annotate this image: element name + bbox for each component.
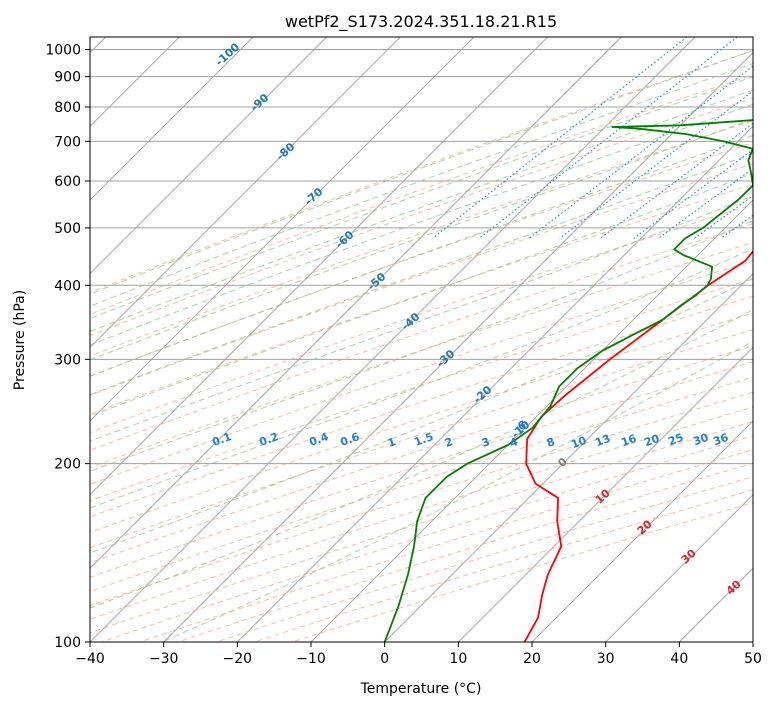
y-tick-label: 900: [54, 70, 81, 86]
isotherm-line: [458, 346, 753, 642]
x-tick-label: −10: [296, 651, 326, 667]
isotherm-line: [163, 52, 753, 642]
mixing-ratio-label: 36: [711, 431, 730, 449]
dry-adiabat-line: [90, 361, 753, 578]
mixing-ratio-label: 1: [386, 435, 398, 450]
isotherm-line: [90, 37, 327, 275]
mixing-ratio-label: 3: [480, 435, 492, 450]
x-tick-label: −20: [223, 651, 253, 667]
y-tick-label: 400: [54, 278, 81, 294]
isotherm-line: [237, 125, 753, 642]
dewpoint-profile-line: [383, 118, 753, 642]
dry-adiabat-line: [90, 391, 753, 607]
dry-adiabat-line: [90, 74, 753, 315]
isotherm-line: [90, 37, 475, 422]
y-tick-label: 200: [54, 457, 81, 473]
x-tick-label: 20: [523, 651, 541, 667]
dry-adiabat-line: [90, 295, 753, 518]
series-layer: [383, 118, 753, 642]
moist-adiabat-line: [90, 248, 753, 509]
isotherm-line: [90, 37, 622, 569]
moist-adiabat-line: [90, 134, 753, 377]
isotherm-line: [90, 37, 254, 201]
dry-adiabat-line: [90, 50, 753, 293]
y-tick-label: 1000: [45, 43, 81, 59]
chart-title: wetPf2_S173.2024.351.18.21.R15: [285, 12, 557, 32]
mixing-ratio-label: 20: [642, 432, 661, 450]
x-tick-label: 50: [744, 651, 762, 667]
x-tick-label: 0: [380, 651, 389, 667]
mixing-ratio-label: 25: [666, 431, 685, 448]
mixing-ratio-line: [633, 148, 753, 239]
y-axis-ticks: 100 200 300 400 500 600 700 800 900 1000: [45, 43, 90, 651]
y-tick-label: 300: [54, 352, 81, 368]
isotherm-line: [90, 37, 548, 496]
mixing-ratio-label: 0.1: [210, 430, 233, 449]
isotherm-line: [605, 494, 753, 642]
dry-adiabat-line: [90, 312, 753, 533]
mixing-ratio-label: 13: [593, 432, 612, 449]
mixing-ratio-label: 10: [569, 434, 588, 452]
mixing-ratio-line: [528, 65, 753, 239]
moist-adiabat-line: [90, 172, 753, 417]
dry-adiabat-line: [90, 420, 753, 634]
mixing-ratio-label: 0.4: [307, 430, 330, 449]
y-tick-label: 100: [54, 635, 81, 651]
x-axis-title: Temperature (°C): [360, 681, 482, 697]
dry-adiabat-line: [90, 329, 753, 549]
x-tick-label: −40: [75, 651, 105, 667]
isotherm-line: [90, 37, 401, 348]
mixing-ratio-line: [478, 37, 738, 239]
dry-adiabat-line: [177, 462, 753, 642]
background-lines: [90, 37, 753, 642]
x-tick-label: 40: [670, 651, 688, 667]
x-tick-label: −30: [149, 651, 179, 667]
isotherm-line: [531, 420, 753, 642]
y-tick-label: 500: [54, 221, 81, 237]
mixing-ratio-label: 1.5: [412, 430, 435, 449]
isotherm-line: [90, 37, 696, 642]
x-axis-ticks: −40 −30 −20 −10 0 10 20 30 40 50: [75, 642, 762, 667]
dry-adiabat-line: [90, 223, 753, 451]
y-tick-label: 700: [54, 134, 81, 150]
mixing-ratio-label: 6: [516, 418, 528, 433]
y-tick-label: 600: [54, 174, 81, 190]
dry-adiabat-line: [101, 435, 753, 642]
moist-adiabat-line: [162, 340, 753, 642]
mixing-ratio-label: 8: [545, 435, 557, 450]
mixing-ratio-label: 0.2: [257, 430, 280, 449]
dry-adiabat-line: [254, 489, 753, 642]
dry-adiabat-line: [90, 241, 753, 469]
plot-frame: [89, 36, 754, 643]
mixing-ratio-label: 4: [508, 435, 520, 450]
moist-adiabat-line: [90, 76, 753, 320]
mixing-ratio-label: 2: [443, 435, 455, 450]
x-tick-label: 30: [597, 651, 615, 667]
x-tick-label: 10: [449, 651, 467, 667]
moist-adiabat-line: [90, 89, 753, 332]
mixing-ratio-line: [694, 194, 753, 239]
mixing-ratio-label: 30: [691, 431, 710, 449]
mixing-ratio-label: 0.6: [338, 430, 361, 449]
dry-adiabat-line: [90, 163, 753, 396]
isotherm-line: [384, 273, 753, 642]
y-tick-label: 800: [54, 100, 81, 116]
mixing-ratio-line: [559, 90, 753, 239]
dry-adiabat-line: [90, 97, 753, 337]
y-axis-title: Pressure (hPa): [12, 290, 28, 390]
mixing-ratio-label: 16: [619, 432, 638, 450]
moist-adiabat-line: [90, 309, 753, 609]
moist-adiabat-line: [90, 118, 753, 361]
